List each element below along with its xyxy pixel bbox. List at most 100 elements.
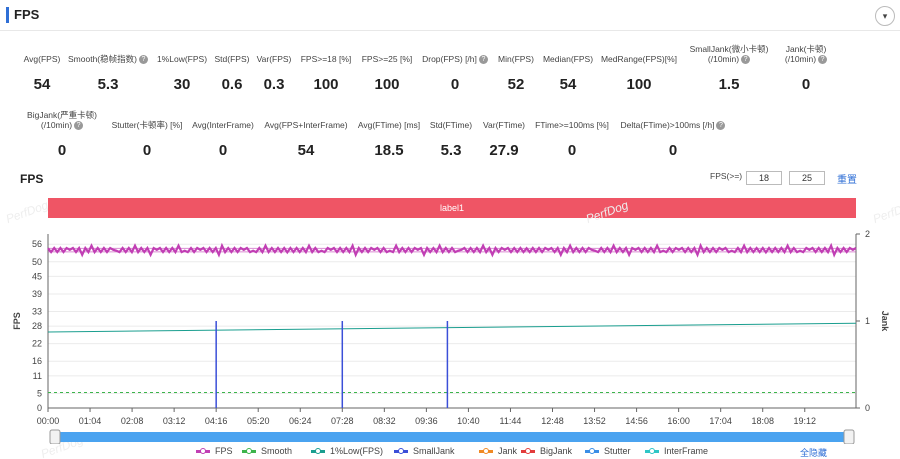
- y-tick-label: 16: [32, 356, 42, 366]
- stat-label: Std(FTime): [396, 120, 506, 130]
- help-icon[interactable]: ?: [74, 121, 84, 131]
- stat-label-line: FTime>=100ms [%]: [517, 120, 627, 130]
- stat-item: MedRange(FPS)[%] 100: [584, 44, 694, 94]
- stat-label-line: Var(FTime): [449, 120, 559, 130]
- stat-value: 100: [313, 76, 339, 93]
- legend-label: Stutter: [604, 446, 631, 456]
- zoom-slider-right-handle[interactable]: [843, 429, 855, 444]
- stat-label: Jank(卡顿) (/10min)?: [751, 44, 861, 65]
- series-fps-line: [47, 242, 857, 258]
- x-tick-label: 06:24: [289, 416, 312, 426]
- legend-swatch: [242, 448, 256, 455]
- hide-all-button[interactable]: 全隐藏: [800, 448, 828, 458]
- stat-value: 5.3: [97, 76, 119, 93]
- stat-label-line: 1%Low(FPS): [127, 54, 237, 64]
- stat-label: Min(FPS): [461, 54, 571, 64]
- stat-label: Std(FPS): [177, 54, 287, 64]
- fps-threshold-input-1[interactable]: [746, 171, 782, 185]
- legend-item[interactable]: Stutter: [585, 446, 631, 456]
- legend-swatch: [521, 448, 535, 455]
- stat-value: 54: [559, 76, 577, 93]
- stat-label: Avg(InterFrame): [168, 120, 278, 130]
- collapse-icon[interactable]: ▾: [875, 6, 895, 26]
- stat-label: Median(FPS): [513, 54, 623, 64]
- stat-label-line: (/10min)?: [751, 54, 861, 65]
- stat-label: Drop(FPS) [/h]?: [400, 54, 510, 65]
- stat-label-line: Drop(FPS) [/h]?: [400, 54, 510, 65]
- help-icon[interactable]: ?: [478, 55, 488, 65]
- stat-label-line: (/10min)?: [7, 120, 117, 131]
- panel-title: FPS: [14, 7, 40, 22]
- stat-label-unit: (/10min): [784, 54, 817, 64]
- legend-label: Smooth: [261, 446, 293, 456]
- stat-item: 1%Low(FPS) 30: [127, 44, 237, 94]
- stat-label-unit: (/10min): [707, 54, 740, 64]
- stat-value: 54: [33, 76, 51, 93]
- stat-label-text: Delta(FTime)>100ms [/h]: [620, 120, 715, 130]
- help-icon[interactable]: ?: [741, 55, 751, 65]
- stat-label: FPS>=18 [%]: [271, 54, 381, 64]
- legend-item[interactable]: InterFrame: [645, 446, 708, 456]
- reset-button[interactable]: 重置: [837, 175, 857, 186]
- help-icon[interactable]: ?: [818, 55, 828, 65]
- stat-label-line: MedRange(FPS)[%]: [584, 54, 694, 64]
- y2-axis-title: Jank: [880, 311, 890, 333]
- legend-item[interactable]: 1%Low(FPS): [311, 446, 383, 456]
- legend-item[interactable]: SmallJank: [394, 446, 455, 456]
- stat-item: FPS>=25 [%] 100: [332, 44, 442, 94]
- stat-item: Std(FTime) 5.3: [396, 110, 506, 160]
- stat-label-line: SmallJank(微小卡顿): [674, 44, 784, 54]
- fps-threshold-input-2[interactable]: [789, 171, 825, 185]
- x-tick-label: 09:36: [415, 416, 438, 426]
- stat-value: 0: [801, 76, 811, 93]
- stat-label-line: FPS>=18 [%]: [271, 54, 381, 64]
- stat-label-text: Median(FPS): [542, 54, 594, 64]
- stat-item: Jank(卡顿) (/10min)? 0: [751, 44, 861, 94]
- y2-tick-label: 0: [865, 403, 870, 413]
- stat-label-text: Avg(FTime) [ms]: [357, 120, 421, 130]
- stat-label: 1%Low(FPS): [127, 54, 237, 64]
- stat-label-line: Stutter(卡顿率) [%]: [92, 120, 202, 130]
- stat-label-text: Std(FTime): [429, 120, 473, 130]
- x-tick-label: 02:08: [121, 416, 144, 426]
- stat-value: 0: [142, 142, 152, 159]
- stat-label: BigJank(严重卡顿) (/10min)?: [7, 110, 117, 131]
- fps-chart[interactable]: 0 5 11 16 22 28 33 39 45 50 56 0 1 2 00:00 01:04 02:08 03…: [0, 226, 900, 444]
- legend-swatch: [645, 448, 659, 455]
- chart-legend: FPS Smooth 1%Low(FPS) SmallJank Jank BigJank S…: [0, 446, 900, 459]
- y2-tick-label: 1: [865, 316, 870, 326]
- series-1pct-low-line: [47, 322, 857, 333]
- stat-item: Var(FTime) 27.9: [449, 110, 559, 160]
- stat-item: Avg(FPS) 54: [0, 44, 97, 94]
- stat-label: Avg(FPS+InterFrame): [251, 120, 361, 130]
- stat-label-line: Avg(InterFrame): [168, 120, 278, 130]
- stat-value: 30: [173, 76, 191, 93]
- stat-item: Var(FPS) 0.3: [219, 44, 329, 94]
- legend-item[interactable]: FPS: [196, 446, 233, 456]
- label-band[interactable]: label1: [48, 198, 856, 218]
- legend-item[interactable]: BigJank: [521, 446, 572, 456]
- legend-swatch: [479, 448, 493, 455]
- y-tick-label: 0: [37, 403, 42, 413]
- stat-label-text: Smooth(稳帧指数): [68, 54, 137, 64]
- zoom-slider-track[interactable]: [54, 432, 850, 442]
- y-tick-label: 50: [32, 257, 42, 267]
- x-tick-label: 13:52: [583, 416, 606, 426]
- stat-item: BigJank(严重卡顿) (/10min)? 0: [7, 110, 117, 160]
- legend-swatch: [585, 448, 599, 455]
- zoom-slider-left-handle[interactable]: [49, 429, 61, 444]
- legend-item[interactable]: Smooth: [242, 446, 292, 456]
- legend-label: Jank: [498, 446, 518, 456]
- legend-item[interactable]: Jank: [479, 446, 517, 456]
- header-accent-bar: [6, 7, 9, 23]
- chart-section-title: FPS: [20, 172, 44, 186]
- help-icon[interactable]: ?: [716, 121, 726, 131]
- legend-swatch: [196, 448, 210, 455]
- stat-label-text: Var(FPS): [256, 54, 292, 64]
- stat-label-line: Jank(卡顿): [751, 44, 861, 54]
- stat-item: Drop(FPS) [/h]? 0: [400, 44, 510, 94]
- stat-value: 0.6: [221, 76, 243, 93]
- stat-label: Avg(FTime) [ms]: [334, 120, 444, 130]
- y-tick-label: 28: [32, 321, 42, 331]
- help-icon[interactable]: ?: [138, 55, 148, 65]
